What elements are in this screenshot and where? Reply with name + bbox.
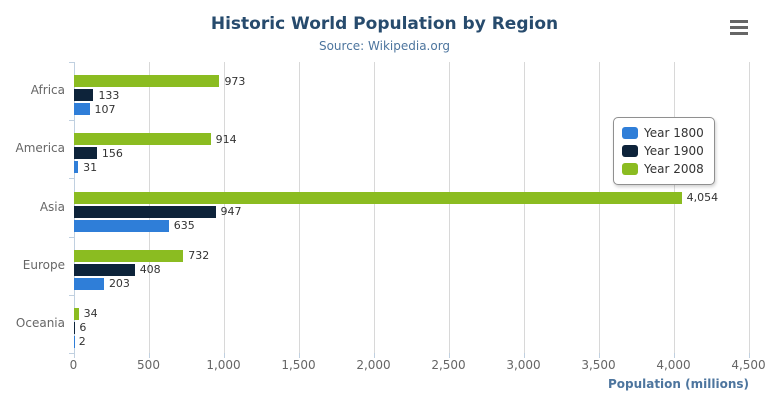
x-axis-tick: [223, 353, 225, 358]
bar-oceania-year-1800[interactable]: [73, 335, 74, 348]
x-axis-tick-label: 2,500: [431, 358, 466, 372]
chart-title: Historic World Population by Region: [210, 14, 559, 34]
bar-africa-year-1800[interactable]: [73, 103, 90, 116]
y-axis-tick: [68, 294, 74, 296]
x-axis-tick-label: 3,000: [506, 358, 541, 372]
legend-label: Year 1800: [644, 126, 704, 140]
gridline: [598, 62, 600, 353]
data-label-asia-year-1900: 947: [220, 205, 242, 218]
y-axis-tick: [68, 62, 74, 63]
x-axis-tick: [523, 353, 525, 358]
x-axis-tick-label: 4,500: [731, 358, 766, 372]
data-label-oceania-year-2008: 34: [83, 307, 98, 321]
x-axis-tick: [598, 353, 600, 358]
chart-subtitle: Source: Wikipedia.org: [318, 39, 451, 53]
x-axis-tick: [148, 353, 150, 358]
x-axis-tick: [673, 353, 675, 358]
category-label-america: America: [15, 141, 66, 156]
data-label-europe-year-2008: 732: [188, 249, 210, 263]
bar-europe-year-1900[interactable]: [73, 263, 135, 276]
x-axis-tick-label: 1,500: [281, 358, 316, 372]
x-axis-tick: [748, 353, 750, 358]
bar-asia-year-1800[interactable]: [73, 219, 169, 232]
legend-symbol-year-1900: [622, 145, 638, 157]
category-label-africa: Africa: [30, 83, 65, 98]
legend: Year 1800 Year 1900 Year 2008: [613, 117, 715, 185]
data-label-asia-year-2008: 4,054: [686, 191, 719, 204]
legend-label: Year 2008: [644, 162, 704, 176]
legend-symbol-year-1800: [622, 127, 638, 139]
data-label-america-year-1800: 31: [83, 160, 98, 174]
data-label-africa-year-2008: 973: [224, 74, 246, 88]
menu-bar: [730, 32, 748, 35]
x-axis-tick: [73, 353, 75, 358]
category-label-europe: Europe: [22, 257, 65, 272]
bar-europe-year-1800[interactable]: [73, 277, 104, 290]
legend-item-year-1900[interactable]: Year 1900: [622, 142, 704, 160]
data-label-oceania-year-1900: 6: [79, 321, 87, 335]
y-axis-tick: [68, 120, 74, 122]
y-axis-tick: [68, 178, 74, 180]
gridline: [448, 62, 450, 353]
data-label-europe-year-1900: 408: [139, 263, 161, 277]
x-axis-tick: [448, 353, 450, 358]
legend-item-year-1800[interactable]: Year 1800: [622, 124, 704, 142]
data-label-oceania-year-1800: 2: [78, 335, 86, 349]
legend-item-year-2008[interactable]: Year 2008: [622, 160, 704, 178]
x-axis-tick: [298, 353, 300, 358]
x-axis-tick-label: 500: [137, 358, 160, 372]
legend-label: Year 1900: [644, 144, 704, 158]
x-axis-tick-label: 3,500: [581, 358, 616, 372]
menu-bar: [730, 26, 748, 29]
data-label-america-year-1900: 156: [101, 146, 123, 160]
y-axis-tick: [68, 353, 74, 354]
bar-europe-year-2008[interactable]: [73, 249, 184, 262]
gridline: [298, 62, 300, 353]
x-axis-tick-label: 4,000: [656, 358, 691, 372]
legend-symbol-year-2008: [622, 163, 638, 175]
x-axis-tick-label: 1,000: [206, 358, 241, 372]
gridline: [673, 62, 675, 353]
bar-asia-year-2008[interactable]: [73, 191, 682, 204]
data-label-america-year-2008: 914: [215, 132, 237, 146]
bar-oceania-year-2008[interactable]: [73, 307, 79, 320]
bar-africa-year-2008[interactable]: [73, 75, 220, 88]
gridline: [373, 62, 375, 353]
data-label-europe-year-1800: 203: [108, 277, 130, 291]
data-label-asia-year-1800: 635: [173, 219, 195, 232]
gridline: [223, 62, 225, 353]
x-axis-tick-label: 0: [69, 358, 78, 372]
y-axis-tick: [68, 236, 74, 238]
bar-america-year-1900[interactable]: [73, 147, 97, 160]
gridline: [523, 62, 525, 353]
bar-asia-year-1900[interactable]: [73, 205, 216, 218]
bar-oceania-year-1900[interactable]: [73, 321, 75, 334]
menu-bar: [730, 20, 748, 23]
bar-america-year-1800[interactable]: [73, 161, 79, 174]
gridline: [748, 62, 750, 353]
hamburger-menu-icon[interactable]: [730, 20, 748, 35]
category-label-asia: Asia: [39, 199, 65, 214]
bar-america-year-2008[interactable]: [73, 133, 211, 146]
bar-africa-year-1900[interactable]: [73, 89, 94, 102]
x-axis-title: Population (millions): [607, 377, 749, 391]
x-axis-tick: [373, 353, 375, 358]
data-label-africa-year-1900: 133: [98, 88, 120, 102]
category-label-oceania: Oceania: [15, 315, 65, 330]
x-axis-tick-label: 2,000: [356, 358, 391, 372]
data-label-africa-year-1800: 107: [94, 102, 116, 116]
